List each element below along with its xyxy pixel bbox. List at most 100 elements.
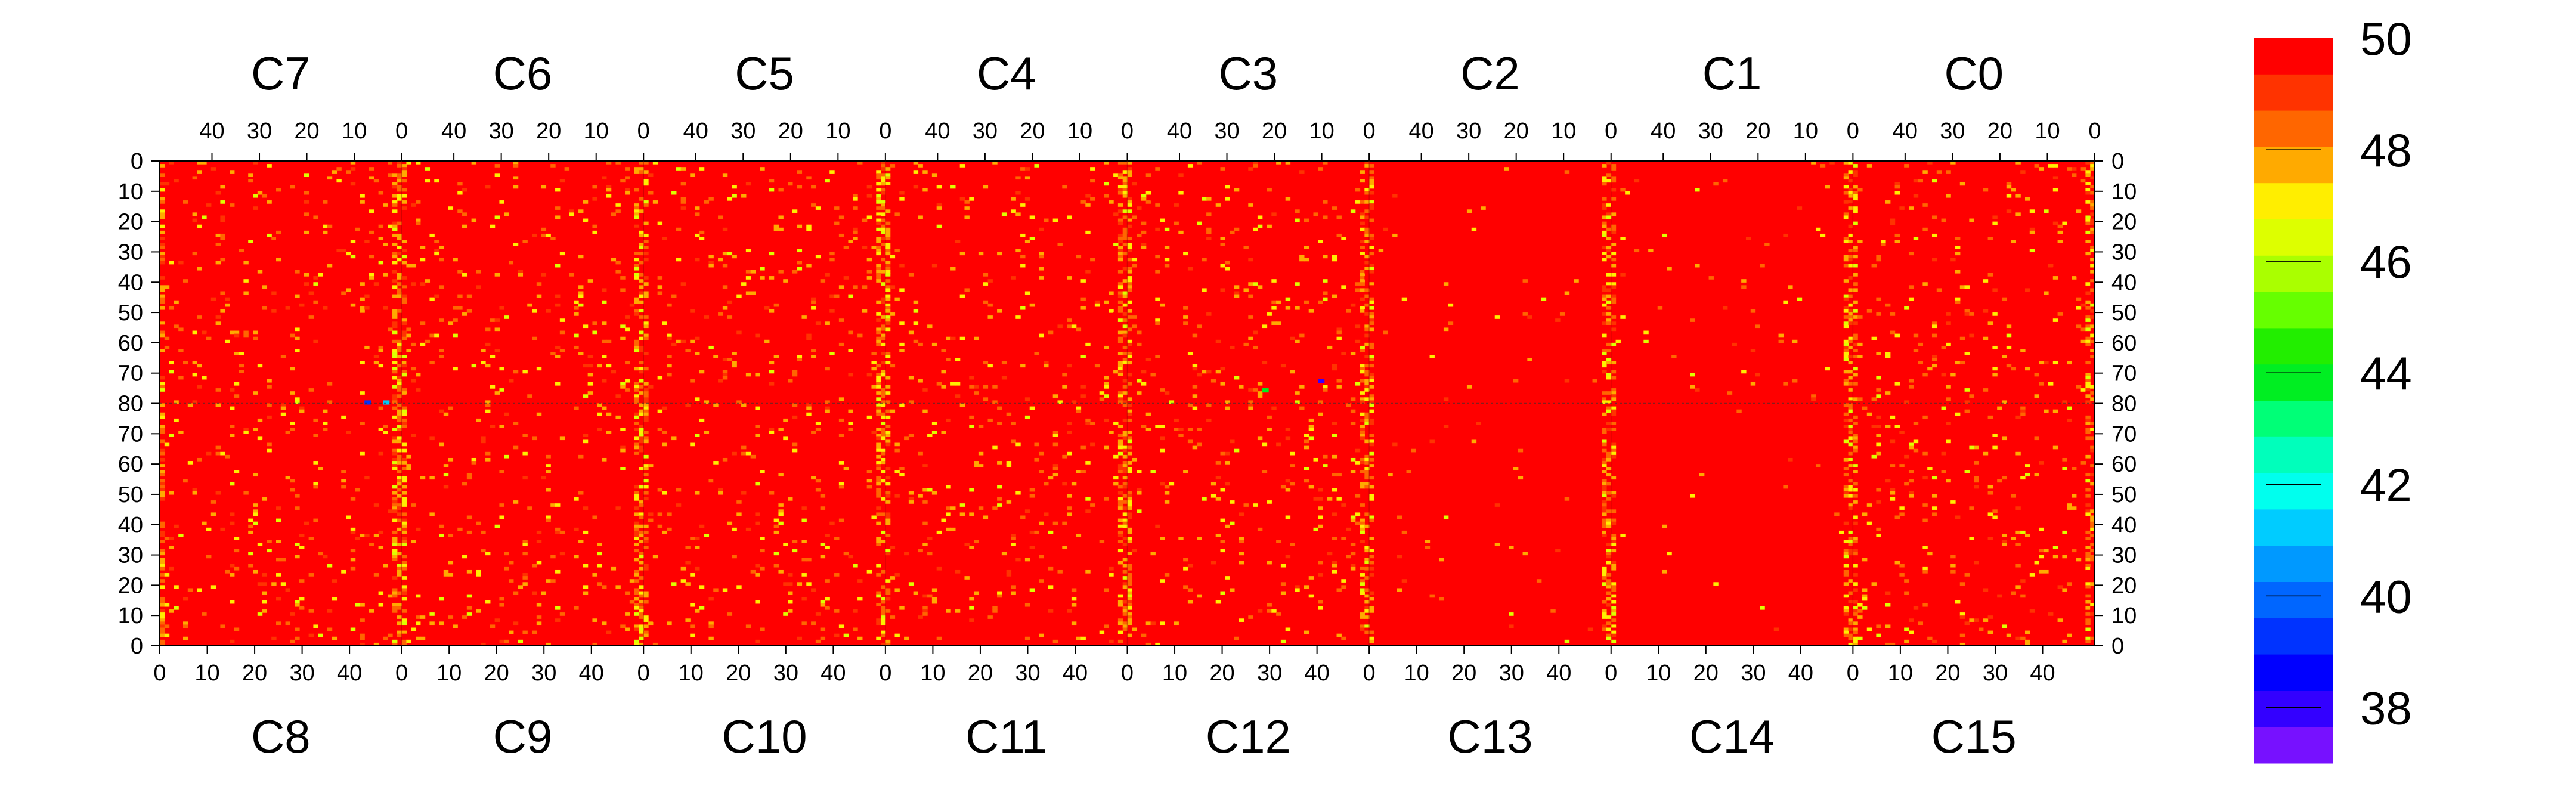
heatmap-cell bbox=[555, 382, 560, 386]
heatmap-cell bbox=[1369, 561, 1374, 565]
heatmap-cell bbox=[383, 203, 388, 207]
heatmap-cell bbox=[555, 528, 560, 531]
heatmap-cell bbox=[1211, 482, 1216, 486]
heatmap-cell bbox=[1248, 167, 1253, 171]
heatmap-cell bbox=[974, 434, 979, 437]
heatmap-cell bbox=[955, 240, 960, 243]
heatmap-cell bbox=[578, 455, 583, 459]
heatmap-cell bbox=[611, 618, 616, 622]
heatmap-cell bbox=[276, 231, 281, 234]
heatmap-cell bbox=[755, 564, 760, 568]
heatmap-cell bbox=[258, 191, 262, 195]
heatmap-cell bbox=[1258, 225, 1262, 228]
heatmap-cell bbox=[178, 370, 183, 374]
heatmap-cell bbox=[1844, 491, 1849, 495]
heatmap-cell bbox=[2025, 197, 2030, 201]
heatmap-cell bbox=[1844, 176, 1849, 179]
heatmap-cell bbox=[1430, 355, 1435, 358]
heatmap-cell bbox=[941, 385, 946, 389]
top-tick-label: 0 bbox=[2088, 119, 2101, 144]
heatmap-cell bbox=[1611, 519, 1616, 522]
heatmap-cell bbox=[1853, 439, 1857, 443]
heatmap-cell bbox=[1611, 231, 1616, 234]
heatmap-cell bbox=[853, 206, 857, 210]
heatmap-cell bbox=[174, 606, 178, 610]
heatmap-cell bbox=[165, 573, 169, 577]
heatmap-cell bbox=[569, 509, 574, 513]
heatmap-cell bbox=[1095, 301, 1100, 304]
heatmap-cell bbox=[2048, 164, 2053, 168]
heatmap-cell bbox=[476, 285, 481, 289]
heatmap-cell bbox=[634, 167, 639, 171]
heatmap-cell bbox=[1853, 500, 1857, 504]
heatmap-cell bbox=[1137, 470, 1141, 473]
heatmap-cell bbox=[1360, 228, 1365, 231]
bottom-tick-label: 20 bbox=[484, 661, 509, 686]
heatmap-cell bbox=[1922, 567, 1927, 571]
heatmap-cell bbox=[392, 531, 397, 534]
heatmap-cell bbox=[578, 304, 583, 307]
heatmap-cell bbox=[1239, 637, 1244, 640]
heatmap-cell bbox=[592, 185, 597, 189]
heatmap-cell bbox=[374, 179, 379, 182]
heatmap-cell bbox=[634, 570, 639, 574]
heatmap-cell bbox=[360, 446, 364, 450]
heatmap-cell bbox=[1992, 222, 1997, 225]
heatmap-cell bbox=[1360, 397, 1365, 401]
heatmap-cell bbox=[695, 206, 699, 210]
heatmap-cell bbox=[1988, 273, 1993, 277]
heatmap-cell bbox=[1239, 537, 1244, 540]
heatmap-cell bbox=[1118, 295, 1123, 298]
heatmap-cell bbox=[1369, 295, 1374, 298]
heatmap-cell bbox=[402, 458, 407, 462]
heatmap-cell bbox=[2053, 176, 2058, 179]
heatmap-cell bbox=[1853, 537, 1857, 540]
heatmap-cell bbox=[1527, 358, 1532, 361]
heatmap-cell bbox=[160, 212, 165, 216]
heatmap-cell bbox=[1337, 215, 1342, 219]
heatmap-cell bbox=[1960, 337, 1965, 340]
heatmap-cell bbox=[760, 167, 764, 171]
heatmap-cell bbox=[886, 261, 890, 265]
heatmap-cell bbox=[1402, 579, 1407, 583]
heatmap-cell bbox=[392, 225, 397, 228]
heatmap-cell bbox=[643, 203, 648, 207]
heatmap-cell bbox=[886, 246, 890, 249]
heatmap-cell bbox=[634, 549, 639, 552]
heatmap-cell bbox=[453, 318, 457, 322]
heatmap-cell bbox=[667, 355, 671, 358]
heatmap-cell bbox=[1602, 197, 1606, 201]
heatmap-cell bbox=[871, 352, 876, 355]
heatmap-cell bbox=[1318, 167, 1323, 171]
heatmap-cell bbox=[886, 494, 890, 498]
heatmap-cell bbox=[1039, 522, 1044, 525]
heatmap-cell bbox=[472, 458, 476, 462]
heatmap-cell bbox=[476, 615, 481, 619]
heatmap-cell bbox=[876, 200, 881, 204]
heatmap-cell bbox=[1341, 358, 1346, 361]
heatmap-cell bbox=[1983, 452, 1988, 456]
heatmap-cell bbox=[741, 404, 746, 407]
heatmap-cell bbox=[2039, 361, 2044, 364]
heatmap-cell bbox=[1946, 385, 1950, 389]
heatmap-cell bbox=[1332, 564, 1337, 568]
heatmap-cell bbox=[392, 500, 397, 504]
heatmap-cell bbox=[1504, 167, 1509, 171]
heatmap-cell bbox=[886, 425, 890, 428]
heatmap-cell bbox=[695, 609, 699, 613]
heatmap-cell bbox=[634, 537, 639, 540]
heatmap-cell bbox=[886, 304, 890, 307]
heatmap-cell bbox=[2039, 167, 2044, 171]
heatmap-cell bbox=[848, 373, 853, 377]
heatmap-cell bbox=[1151, 552, 1156, 555]
heatmap-cell bbox=[2044, 361, 2048, 364]
heatmap-cell bbox=[392, 497, 397, 501]
heatmap-cell bbox=[550, 555, 555, 559]
left-tick-label: 20 bbox=[118, 573, 143, 598]
heatmap-cell bbox=[1160, 425, 1165, 428]
heatmap-cell bbox=[1137, 379, 1141, 383]
heatmap-cell bbox=[485, 600, 490, 604]
heatmap-cell bbox=[165, 624, 169, 628]
heatmap-cell bbox=[193, 488, 197, 492]
heatmap-cell bbox=[318, 609, 323, 613]
